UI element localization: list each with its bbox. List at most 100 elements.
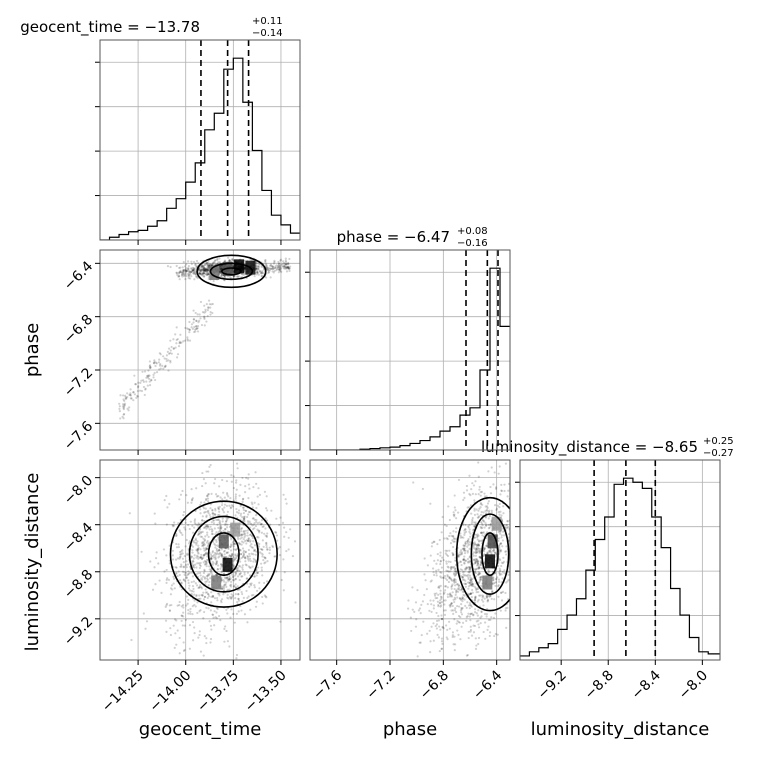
scatter-point [204, 310, 207, 313]
scatter-point [461, 596, 464, 599]
scatter-point [450, 566, 453, 570]
scatter-point [474, 597, 477, 600]
scatter-point [504, 553, 508, 556]
scatter-point [438, 586, 441, 589]
scatter-point [278, 554, 282, 557]
scatter-point [500, 564, 503, 568]
scatter-point [221, 554, 224, 557]
scatter-point [192, 580, 196, 583]
scatter-point [456, 588, 459, 591]
scatter-point [229, 584, 232, 587]
scatter-point [188, 328, 191, 331]
scatter-point [202, 272, 206, 275]
scatter-point [175, 342, 178, 345]
scatter-point [258, 587, 261, 590]
histogram-geocent_time [100, 57, 300, 240]
scatter-point [467, 612, 470, 615]
scatter-point [171, 558, 175, 561]
scatter-point [459, 609, 463, 612]
scatter-point [265, 264, 268, 267]
scatter-point [463, 574, 466, 577]
scatter-point [191, 551, 194, 554]
scatter-point [487, 550, 491, 553]
scatter-point [454, 598, 457, 601]
scatter-point [194, 311, 197, 315]
scatter-point [124, 397, 127, 400]
scatter-point [204, 535, 207, 538]
scatter-point [522, 533, 524, 535]
scatter-point [468, 560, 471, 563]
scatter-point [442, 576, 445, 579]
scatter-point [475, 508, 478, 511]
scatter-point [220, 553, 223, 556]
scatter-point [294, 601, 297, 604]
scatter-point [191, 268, 194, 272]
scatter-point [200, 266, 203, 269]
scatter-point [207, 268, 210, 271]
scatter-point [194, 263, 197, 266]
scatter-point [441, 626, 444, 629]
scatter-point [250, 552, 253, 555]
scatter-point [480, 531, 483, 535]
scatter-point [237, 597, 240, 601]
scatter-point [506, 519, 509, 523]
scatter-point [214, 513, 217, 516]
scatter-point [143, 370, 147, 373]
scatter-point [212, 522, 216, 525]
scatter-point [490, 551, 493, 554]
scatter-point [494, 584, 497, 588]
scatter-point [461, 570, 465, 574]
scatter-point [468, 556, 471, 559]
scatter-point [439, 559, 442, 562]
scatter-point [208, 565, 211, 568]
scatter-point [253, 518, 256, 521]
scatter-point [483, 495, 487, 498]
scatter-point [212, 519, 215, 522]
scatter-point [526, 502, 528, 504]
scatter-point [217, 518, 220, 521]
scatter-point [227, 495, 230, 498]
scatter-point [228, 275, 231, 278]
scatter-point [469, 603, 472, 606]
scatter-point [248, 487, 251, 490]
scatter-point [456, 596, 459, 599]
scatter-point [471, 518, 474, 521]
scatter-point [531, 517, 533, 519]
scatter-point [244, 534, 247, 537]
ytick-label-phase: −7.6 [61, 418, 96, 453]
scatter-point [261, 553, 264, 556]
scatter-point [449, 604, 452, 607]
scatter-point [283, 264, 286, 268]
scatter-point [195, 541, 198, 545]
scatter-point [247, 477, 250, 480]
scatter-point [216, 564, 220, 567]
scatter-point [277, 262, 281, 265]
scatter-point [449, 565, 453, 569]
scatter-point [178, 530, 182, 533]
scatter-point [258, 542, 261, 546]
scatter-point [520, 566, 522, 568]
scatter-point [203, 264, 206, 267]
scatter-point [252, 540, 255, 543]
scatter-point [257, 536, 260, 539]
scatter-point [161, 364, 164, 368]
scatter-point [182, 566, 185, 569]
scatter-point [183, 571, 186, 574]
scatter-point [226, 576, 229, 579]
scatter-point [214, 493, 218, 496]
scatter-point [250, 542, 253, 546]
scatter-point [503, 569, 506, 572]
scatter-point [531, 472, 533, 474]
scatter-point [282, 558, 285, 561]
scatter-point [478, 551, 481, 555]
scatter-point [442, 627, 445, 630]
scatter-point [454, 572, 458, 575]
scatter-point [230, 536, 233, 539]
scatter-point [204, 562, 207, 565]
scatter-point [253, 575, 256, 578]
scatter-point [474, 647, 478, 650]
scatter-point [463, 570, 466, 573]
scatter-point [450, 602, 453, 606]
scatter-point [223, 276, 227, 279]
scatter-point [232, 564, 236, 567]
